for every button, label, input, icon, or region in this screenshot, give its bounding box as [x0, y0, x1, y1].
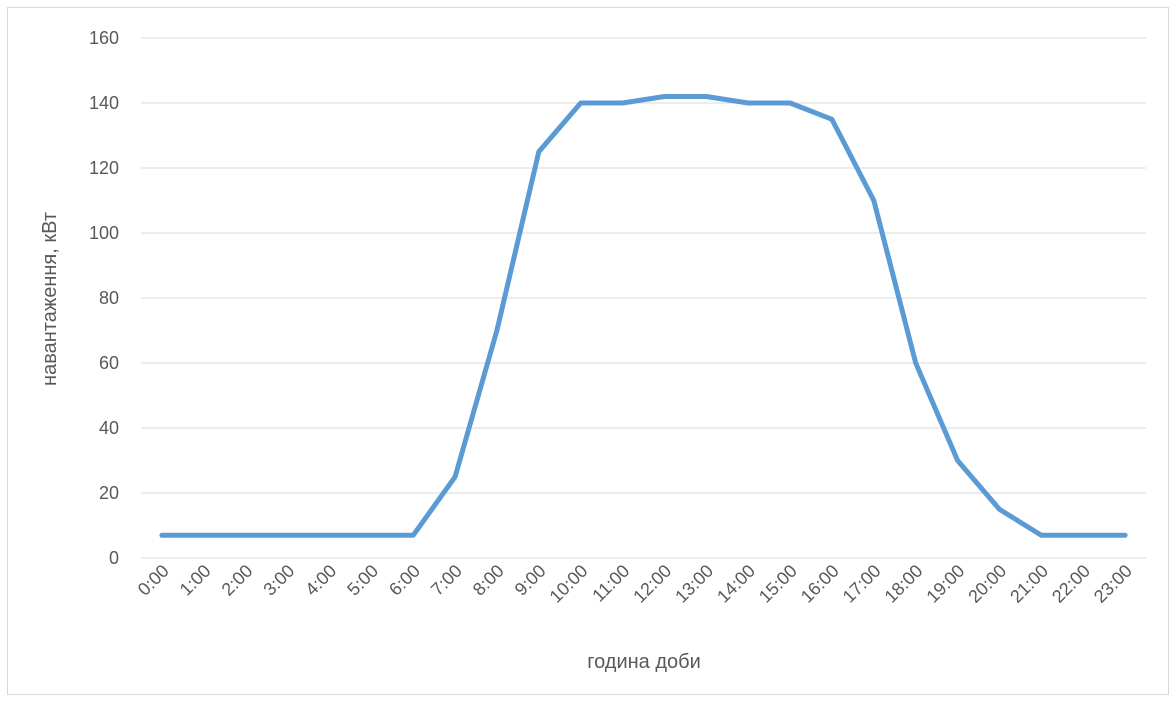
x-axis-tick-labels: 0:00 1:00 2:00 3:00 4:00 5:00 6:00 7:00 8:00 9:00… [134, 561, 1136, 607]
data-point [201, 533, 206, 538]
data-point [955, 458, 960, 463]
y-tick-label: 80 [99, 288, 119, 308]
data-point [243, 533, 248, 538]
x-tick-label: 8:00 [469, 561, 508, 600]
data-point [913, 361, 918, 365]
data-point [285, 533, 290, 538]
x-tick-label: 23:00 [1090, 561, 1136, 607]
y-tick-label: 60 [99, 353, 119, 373]
x-tick-label: 22:00 [1048, 561, 1094, 607]
data-point [494, 328, 499, 333]
y-tick-label: 120 [89, 158, 119, 178]
x-tick-label: 19:00 [922, 561, 968, 607]
data-point [453, 474, 458, 479]
x-tick-label: 9:00 [511, 561, 550, 600]
data-point [1123, 533, 1128, 538]
y-tick-label: 20 [99, 483, 119, 503]
data-point [997, 507, 1002, 512]
data-point [578, 101, 583, 105]
x-axis-title: година доби [587, 651, 701, 673]
data-point [159, 533, 164, 538]
x-tick-label: 16:00 [797, 561, 843, 607]
x-tick-label: 21:00 [1006, 561, 1052, 607]
x-tick-label: 0:00 [134, 561, 173, 600]
data-point [411, 533, 416, 538]
x-tick-label: 13:00 [671, 561, 717, 607]
chart-frame [7, 7, 1169, 695]
x-tick-label: 5:00 [343, 561, 382, 600]
x-tick-label: 6:00 [385, 561, 424, 600]
data-point [1039, 533, 1044, 538]
x-tick-label: 7:00 [427, 561, 466, 600]
y-tick-label: 40 [99, 418, 119, 438]
series-line [159, 94, 1128, 538]
x-tick-label: 1:00 [176, 561, 215, 600]
data-point [662, 94, 667, 99]
x-tick-label: 12:00 [629, 561, 675, 607]
x-tick-label: 11:00 [588, 561, 633, 606]
data-point [788, 101, 793, 105]
data-point [369, 533, 374, 538]
y-tick-label: 100 [89, 223, 119, 243]
data-point [536, 149, 541, 154]
x-tick-label: 20:00 [964, 561, 1010, 607]
data-point [327, 533, 332, 538]
data-point [704, 94, 709, 99]
gridlines [141, 37, 1146, 559]
y-tick-label: 160 [89, 28, 119, 48]
y-tick-label: 140 [89, 93, 119, 113]
data-point [1081, 533, 1086, 538]
x-tick-label: 15:00 [755, 561, 801, 607]
data-point [746, 101, 751, 105]
x-tick-label: 2:00 [218, 561, 257, 600]
x-tick-label: 10:00 [546, 561, 592, 607]
data-point [620, 101, 625, 105]
y-tick-label: 0 [109, 548, 119, 568]
series-layer [159, 94, 1128, 538]
x-tick-label: 14:00 [713, 561, 759, 607]
data-point [871, 198, 876, 203]
y-axis-title: навантаження, кВт [39, 212, 61, 386]
x-tick-label: 4:00 [301, 561, 340, 600]
data-point [829, 117, 834, 122]
x-tick-label: 17:00 [839, 561, 885, 607]
x-tick-label: 3:00 [259, 561, 298, 600]
x-tick-label: 18:00 [881, 561, 927, 607]
y-axis-tick-labels: 0 20 40 60 80 100 120 140 160 [89, 28, 119, 568]
